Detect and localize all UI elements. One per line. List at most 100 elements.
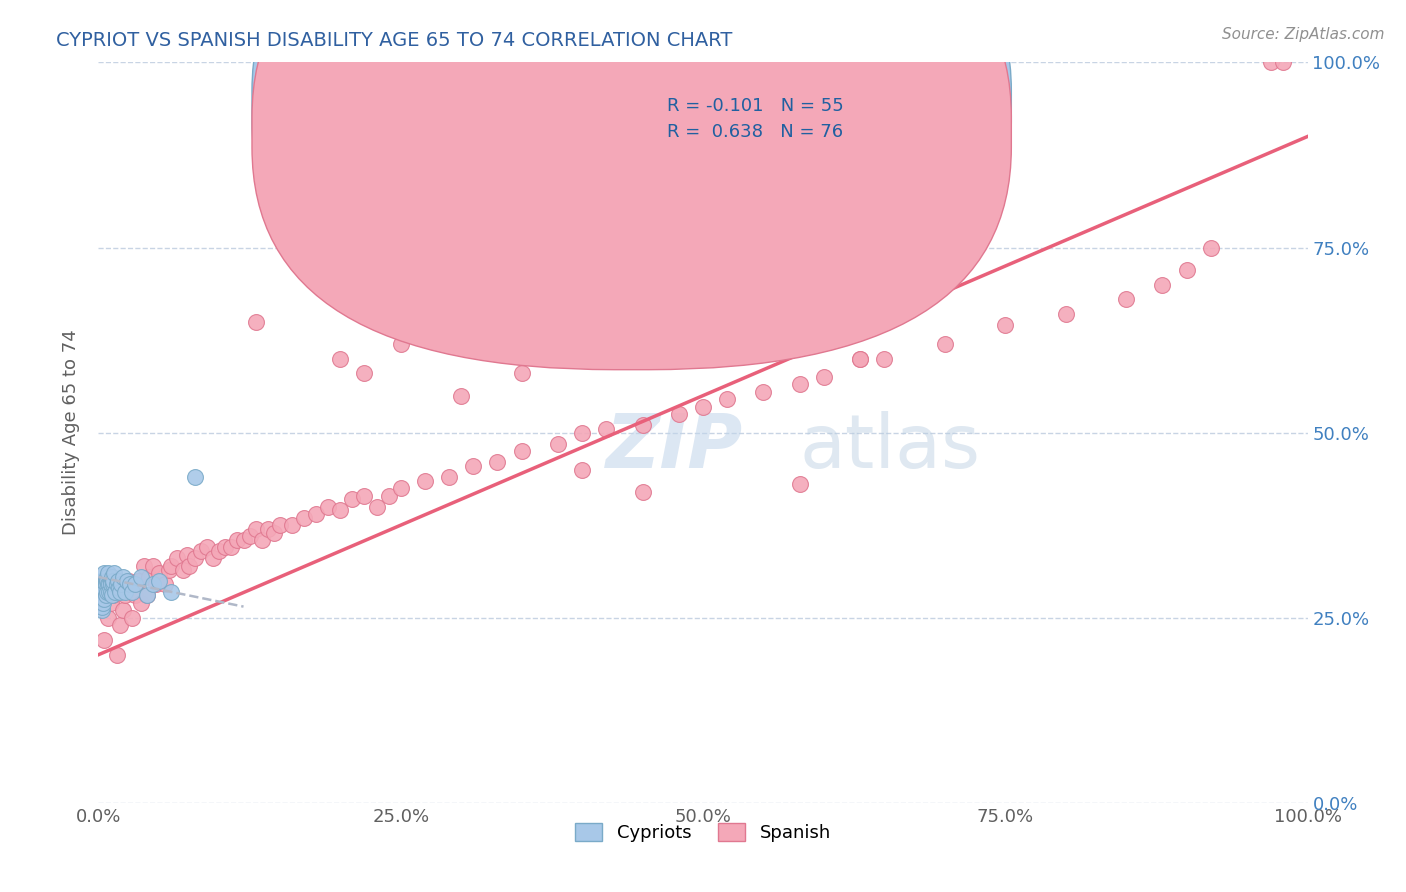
- Point: [153, 577, 176, 591]
- Point: [94, 574, 117, 588]
- Point: [450, 388, 472, 402]
- Point: [353, 367, 375, 381]
- Point: [595, 422, 617, 436]
- Point: [160, 558, 183, 573]
- Point: [571, 462, 593, 476]
- Point: [93, 577, 115, 591]
- Point: [157, 563, 180, 577]
- Point: [1054, 307, 1077, 321]
- Text: CYPRIOT VS SPANISH DISABILITY AGE 65 TO 74 CORRELATION CHART: CYPRIOT VS SPANISH DISABILITY AGE 65 TO …: [56, 31, 733, 50]
- Point: [110, 577, 132, 591]
- Text: Source: ZipAtlas.com: Source: ZipAtlas.com: [1222, 27, 1385, 42]
- Point: [108, 618, 131, 632]
- Point: [121, 584, 143, 599]
- Point: [101, 589, 124, 603]
- Point: [94, 589, 117, 603]
- Point: [176, 548, 198, 562]
- Point: [98, 584, 121, 599]
- Point: [813, 370, 835, 384]
- Point: [127, 574, 149, 588]
- Point: [994, 318, 1017, 333]
- Point: [269, 518, 291, 533]
- Text: R = -0.101   N = 55: R = -0.101 N = 55: [666, 97, 844, 115]
- Point: [108, 581, 131, 595]
- Point: [221, 541, 243, 555]
- Y-axis label: Disability Age 65 to 74: Disability Age 65 to 74: [62, 330, 80, 535]
- Point: [413, 474, 436, 488]
- Point: [105, 577, 128, 591]
- Point: [100, 584, 122, 599]
- Point: [172, 563, 194, 577]
- Point: [90, 584, 112, 599]
- Point: [245, 314, 267, 328]
- Point: [93, 632, 115, 647]
- Point: [135, 589, 157, 603]
- Point: [292, 510, 315, 524]
- Point: [91, 596, 114, 610]
- Point: [100, 577, 122, 591]
- Point: [96, 584, 118, 599]
- Point: [692, 400, 714, 414]
- Point: [97, 577, 120, 591]
- Point: [342, 492, 364, 507]
- Point: [873, 351, 896, 366]
- Point: [134, 558, 156, 573]
- Point: [510, 367, 533, 381]
- Point: [366, 500, 388, 514]
- Point: [1260, 55, 1282, 70]
- Point: [142, 577, 165, 591]
- Point: [148, 566, 170, 581]
- Point: [716, 392, 738, 407]
- Point: [121, 610, 143, 624]
- Point: [91, 589, 114, 603]
- Point: [90, 596, 112, 610]
- Point: [232, 533, 254, 547]
- Point: [96, 574, 118, 588]
- Point: [214, 541, 236, 555]
- Point: [90, 581, 112, 595]
- Point: [849, 351, 872, 366]
- Point: [752, 384, 775, 399]
- Point: [93, 584, 115, 599]
- Point: [111, 570, 134, 584]
- Point: [668, 407, 690, 421]
- Point: [250, 533, 273, 547]
- Point: [138, 570, 160, 584]
- Point: [329, 503, 352, 517]
- Text: atlas: atlas: [800, 411, 981, 484]
- Point: [184, 551, 207, 566]
- Point: [93, 566, 115, 581]
- Point: [114, 584, 136, 599]
- Point: [789, 377, 811, 392]
- Point: [160, 584, 183, 599]
- Point: [148, 574, 170, 588]
- Point: [463, 458, 485, 473]
- Point: [124, 589, 146, 603]
- Point: [389, 481, 412, 495]
- Point: [90, 574, 112, 588]
- Point: [631, 418, 654, 433]
- Point: [91, 581, 114, 595]
- Point: [98, 577, 121, 591]
- Point: [145, 577, 167, 591]
- Point: [105, 648, 128, 662]
- Point: [107, 574, 129, 588]
- Point: [100, 570, 122, 584]
- FancyBboxPatch shape: [252, 0, 1011, 369]
- Point: [202, 551, 225, 566]
- Point: [934, 336, 956, 351]
- Point: [1199, 240, 1222, 255]
- FancyBboxPatch shape: [600, 78, 932, 155]
- Point: [91, 574, 114, 588]
- Point: [124, 577, 146, 591]
- Point: [129, 570, 152, 584]
- Point: [190, 544, 212, 558]
- Point: [389, 336, 412, 351]
- Point: [377, 489, 399, 503]
- Point: [117, 574, 139, 588]
- Point: [108, 584, 131, 599]
- Point: [245, 522, 267, 536]
- Point: [239, 529, 262, 543]
- Point: [91, 596, 114, 610]
- Point: [101, 577, 124, 591]
